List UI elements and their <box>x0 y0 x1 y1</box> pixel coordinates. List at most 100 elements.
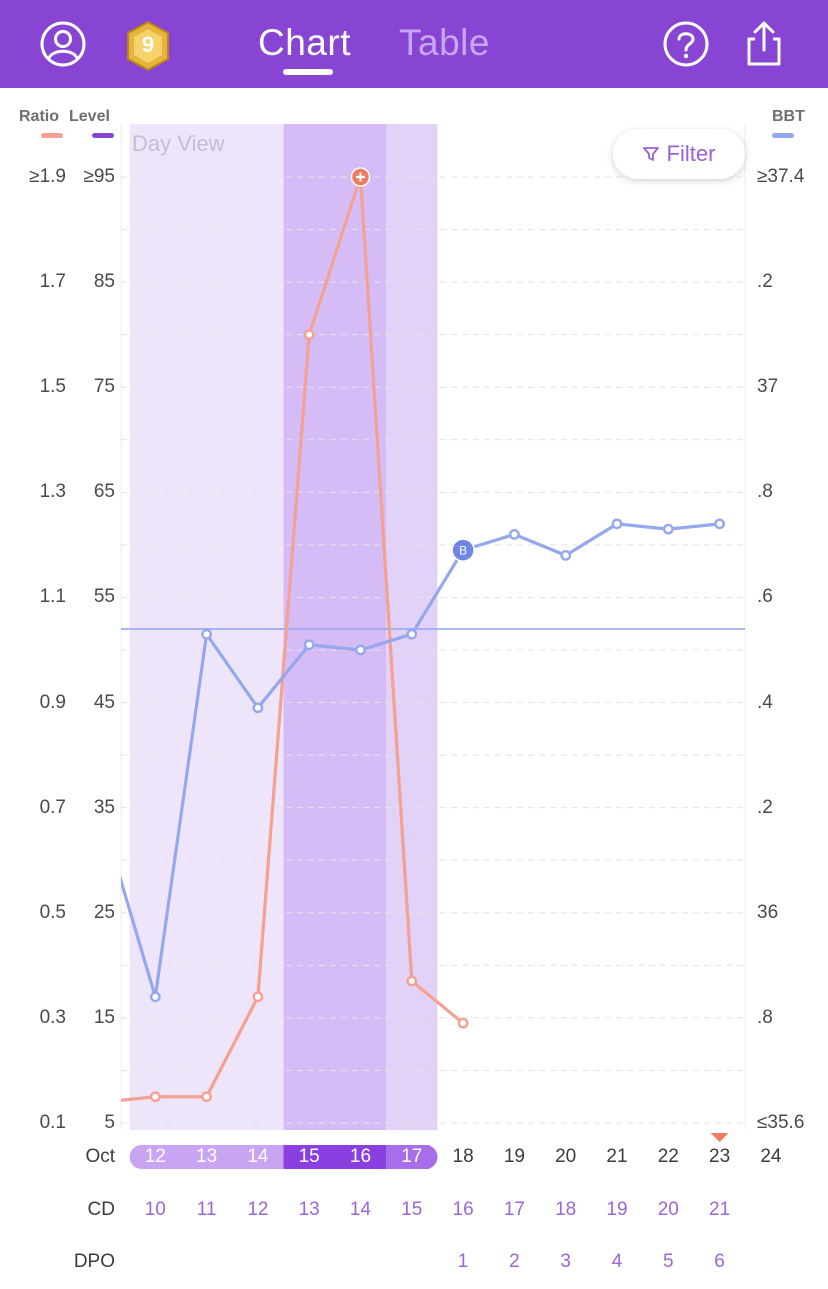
filter-label: Filter <box>666 141 716 166</box>
dpo-cell: 6 <box>714 1251 725 1272</box>
ratio-tick-label: 0.9 <box>39 691 66 713</box>
bbt-point[interactable] <box>252 702 264 714</box>
date-cell: 23 <box>709 1146 731 1167</box>
date-cell: 20 <box>555 1146 577 1167</box>
bbt-point[interactable] <box>714 518 725 530</box>
profile-icon[interactable] <box>39 20 87 68</box>
date-cell: 12 <box>144 1146 166 1167</box>
bbt-point[interactable] <box>303 639 315 651</box>
bbt-point[interactable] <box>406 628 418 640</box>
level-axis-label: Level <box>69 108 110 125</box>
filter-icon <box>642 147 659 161</box>
cd-cell: 11 <box>196 1199 217 1220</box>
ratio-tick-label: 0.5 <box>39 901 66 923</box>
top-bar: 9 Chart Table <box>0 0 828 88</box>
peak-date-pill <box>283 1145 387 1169</box>
bbt-point[interactable] <box>611 518 623 530</box>
level-tick-label: 75 <box>93 376 115 398</box>
date-cell: 18 <box>452 1146 474 1167</box>
ratio-tick-label: 1.1 <box>39 586 66 608</box>
help-icon[interactable] <box>662 20 710 68</box>
ratio-point[interactable] <box>406 975 418 987</box>
date-cell: 22 <box>657 1146 679 1167</box>
level-tick-label: 15 <box>93 1006 115 1028</box>
bbt-tick-label: .6 <box>757 586 773 608</box>
level-tick-label: 45 <box>93 691 115 713</box>
ratio-point[interactable] <box>303 329 315 341</box>
bbt-axis-label: BBT <box>772 108 805 125</box>
tab-table[interactable]: Table <box>399 22 490 63</box>
bbt-tick-label: .8 <box>757 1006 773 1028</box>
ratio-tick-label: 0.1 <box>39 1112 66 1133</box>
bbt-point[interactable] <box>149 991 161 1003</box>
dpo-cell: 2 <box>509 1251 520 1272</box>
cd-cell: 14 <box>349 1199 372 1220</box>
ratio-point[interactable] <box>201 1091 213 1103</box>
cd-cell: 20 <box>657 1199 679 1220</box>
bbt-tick-label: .4 <box>757 691 773 713</box>
ratio-axis-label: Ratio <box>19 108 59 125</box>
cd-cell: 10 <box>144 1199 166 1220</box>
dpo-cell: 3 <box>560 1251 571 1272</box>
date-cell: 16 <box>349 1146 372 1167</box>
bbt-tick-label: ≥37.4 <box>757 166 805 187</box>
bbt-marker-b[interactable] <box>451 538 475 562</box>
ratio-tick-label: 1.5 <box>39 376 66 398</box>
bbt-tick-label: .2 <box>757 796 773 818</box>
tab-chart[interactable]: Chart <box>258 22 351 63</box>
bbt-tick-label: ≤35.6 <box>757 1112 805 1133</box>
dpo-cell: 4 <box>611 1251 623 1272</box>
badge-icon[interactable]: 9 <box>124 20 172 72</box>
bbt-point[interactable] <box>355 644 366 656</box>
day-view-label: Day View <box>132 131 225 156</box>
bbt-point[interactable] <box>201 628 213 640</box>
cd-cell: 16 <box>452 1199 474 1220</box>
bbt-point[interactable] <box>509 528 520 540</box>
peak-plus-icon <box>356 172 365 182</box>
level-tick-label: ≥95 <box>83 166 115 187</box>
cd-cell: 15 <box>401 1199 423 1220</box>
ratio-point[interactable] <box>252 991 264 1003</box>
cd-label: CD <box>87 1199 115 1220</box>
cd-cell: 19 <box>606 1199 628 1220</box>
ratio-tick-label: 0.7 <box>39 796 66 818</box>
bbt-point[interactable] <box>560 550 572 561</box>
date-cell: 19 <box>503 1146 525 1167</box>
filter-button[interactable]: Filter <box>613 129 745 179</box>
bbt-tick-label: .8 <box>757 481 773 503</box>
ratio-tick-label: 1.7 <box>39 271 66 293</box>
level-tick-label: 85 <box>93 271 115 293</box>
ratio-line <box>121 175 465 1102</box>
date-cell: 13 <box>196 1146 218 1167</box>
bbt-point[interactable] <box>662 523 674 535</box>
bbt-tick-label: 36 <box>757 901 779 923</box>
date-cell: 14 <box>247 1146 269 1167</box>
ratio-tick-label: ≥1.9 <box>29 166 66 187</box>
cd-cell: 12 <box>247 1199 269 1220</box>
ratio-point[interactable] <box>149 1091 161 1103</box>
dpo-label: DPO <box>73 1251 115 1272</box>
ratio-legend-swatch <box>41 133 63 138</box>
high-date-pill-end <box>411 1145 438 1169</box>
date-cell: 17 <box>401 1146 423 1167</box>
date-cell: 15 <box>298 1146 320 1167</box>
date-cell: 24 <box>760 1146 782 1167</box>
bbt-tick-label: 37 <box>757 376 779 398</box>
cd-cell: 17 <box>503 1199 525 1220</box>
level-tick-label: 65 <box>93 481 115 503</box>
bbt-tick-label: .2 <box>757 271 773 293</box>
peak-days-band <box>283 124 387 1130</box>
ratio-tick-label: 0.3 <box>39 1006 66 1028</box>
month-label: Oct <box>85 1146 115 1167</box>
level-legend-swatch <box>92 133 114 138</box>
share-icon[interactable] <box>740 20 788 68</box>
bbt-marker-label: B <box>459 544 467 558</box>
level-tick-label: 5 <box>104 1112 115 1133</box>
level-tick-label: 35 <box>93 796 115 818</box>
ratio-tick-label: 1.3 <box>39 481 66 503</box>
cd-cell: 18 <box>555 1199 577 1220</box>
level-tick-label: 55 <box>93 586 115 608</box>
bbt-legend-swatch <box>772 133 794 138</box>
ratio-point[interactable] <box>457 1017 469 1029</box>
